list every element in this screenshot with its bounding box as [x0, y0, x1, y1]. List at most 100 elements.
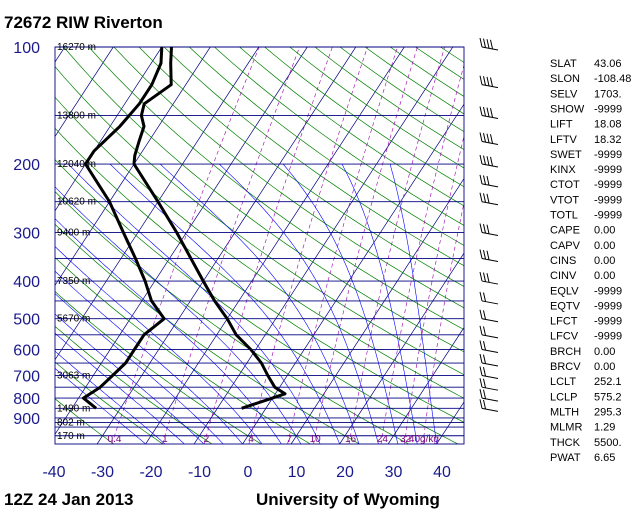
mixing-ratio-label: 32: [400, 434, 412, 445]
wind-barb-staff: [481, 280, 499, 285]
pressure-label: 800: [13, 391, 40, 408]
wind-barb-staff: [481, 84, 499, 89]
wind-barb-feather: [483, 175, 486, 185]
moist-adiabat-line: [341, 163, 418, 444]
index-value: 0.00: [594, 361, 615, 373]
wind-barb-feather: [479, 366, 483, 376]
mixing-ratio-label: 40g/kg: [409, 434, 439, 445]
mixing-ratio-line: [287, 47, 398, 444]
index-value: 252.1: [594, 376, 622, 388]
mixing-ratio-line: [162, 47, 300, 444]
wind-barb-feather: [483, 367, 486, 377]
mixing-ratio-line: [313, 47, 418, 444]
moist-adiabat-line: [159, 163, 360, 444]
wind-barb-feather: [479, 325, 483, 335]
index-value: 5500.: [594, 437, 622, 449]
wind-barb-staff: [481, 375, 499, 380]
wind-barb-feather: [486, 107, 490, 117]
moist-adiabat-line: [55, 186, 302, 444]
index-value: 1703.: [594, 88, 622, 100]
height-label: 3063 m: [57, 371, 90, 382]
wind-barb-feather: [483, 106, 486, 117]
height-label: 7350 m: [57, 276, 90, 287]
pressure-label: 200: [13, 157, 40, 174]
index-value: -9999: [594, 164, 622, 176]
dry-adiabat-line: [55, 96, 464, 399]
moist-adiabat-line: [68, 163, 321, 444]
mixing-ratio-label: 1: [162, 434, 168, 445]
wind-barb-feather: [483, 155, 486, 165]
index-value: 18.08: [594, 119, 622, 131]
index-name: LIFT: [550, 119, 573, 131]
dry-adiabat-line: [55, 398, 114, 444]
height-label: 5670 m: [57, 314, 90, 325]
wind-barb: [479, 388, 499, 402]
dry-adiabat-line: [63, 47, 464, 353]
wind-barb: [479, 249, 499, 263]
wind-barb: [479, 353, 499, 367]
index-value: 0.00: [594, 346, 615, 358]
dry-adiabat-line: [289, 47, 464, 169]
wind-barb-staff: [481, 201, 499, 206]
wind-barb-staff: [481, 349, 499, 354]
index-value: 575.2: [594, 391, 622, 403]
wind-barb-staff: [481, 386, 499, 391]
dry-adiabat-line: [55, 256, 311, 444]
dry-adiabat-line: [55, 127, 464, 423]
wind-barb-feather: [483, 193, 486, 203]
index-name: VTOT: [550, 194, 579, 206]
index-value: 1.29: [594, 422, 615, 434]
height-label: 802 m: [57, 418, 85, 429]
pressure-label: 500: [13, 312, 40, 329]
wind-barb: [479, 106, 499, 119]
temperature-label: -30: [91, 464, 114, 481]
wind-barb-feather: [479, 106, 483, 116]
wind-barb-staff: [481, 163, 499, 168]
pressure-label: 700: [13, 369, 40, 386]
pressure-label: 100: [13, 40, 40, 57]
wind-barb: [479, 37, 499, 51]
mixing-ratio-line: [404, 134, 464, 444]
wind-barb-staff: [481, 318, 499, 323]
wind-barb-feather: [479, 388, 483, 399]
index-name: THCK: [550, 437, 581, 449]
wind-barb-staff: [481, 397, 499, 402]
index-name: LFCT: [550, 316, 578, 328]
observation-time: 12Z 24 Jan 2013: [4, 490, 133, 509]
index-value: -9999: [594, 149, 622, 161]
wind-barb-feather: [483, 354, 486, 364]
index-value: -9999: [594, 103, 622, 115]
index-name: SHOW: [550, 103, 585, 115]
temperature-label: -10: [188, 464, 211, 481]
dry-adiabat-line: [113, 47, 464, 309]
wind-barb-feather: [486, 39, 490, 49]
moist-adiabat-line: [55, 293, 224, 444]
wind-barb-feather: [490, 134, 493, 144]
wind-barb-staff: [481, 46, 499, 51]
wind-barb-feather: [479, 174, 483, 185]
plot-frame: [54, 46, 465, 445]
dry-adiabat-line: [55, 291, 262, 444]
isotherm-line: [242, 103, 464, 444]
wind-barb: [479, 223, 499, 236]
wind-barb-feather: [483, 310, 486, 320]
mixing-ratio-line: [422, 201, 464, 444]
wind-barb-staff: [481, 362, 499, 367]
wind-barb-feather: [483, 326, 486, 336]
temperature-label: 20: [336, 464, 354, 481]
data-source: University of Wyoming: [256, 490, 440, 509]
index-name: SELV: [550, 88, 578, 100]
wind-barb-staff: [481, 258, 499, 263]
index-name: CAPE: [550, 225, 580, 237]
moist-adiabat-line: [389, 163, 437, 444]
index-name: SWET: [550, 149, 582, 161]
wind-barb-feather: [479, 340, 483, 350]
wind-barb-feather: [479, 192, 483, 202]
height-label: 9400 m: [57, 227, 90, 238]
isotherm-line: [96, 47, 357, 444]
wind-barb-feather: [490, 39, 493, 49]
wind-barb-feather: [483, 76, 486, 86]
temperature-label: -20: [139, 464, 162, 481]
dry-adiabat-line: [189, 47, 464, 246]
